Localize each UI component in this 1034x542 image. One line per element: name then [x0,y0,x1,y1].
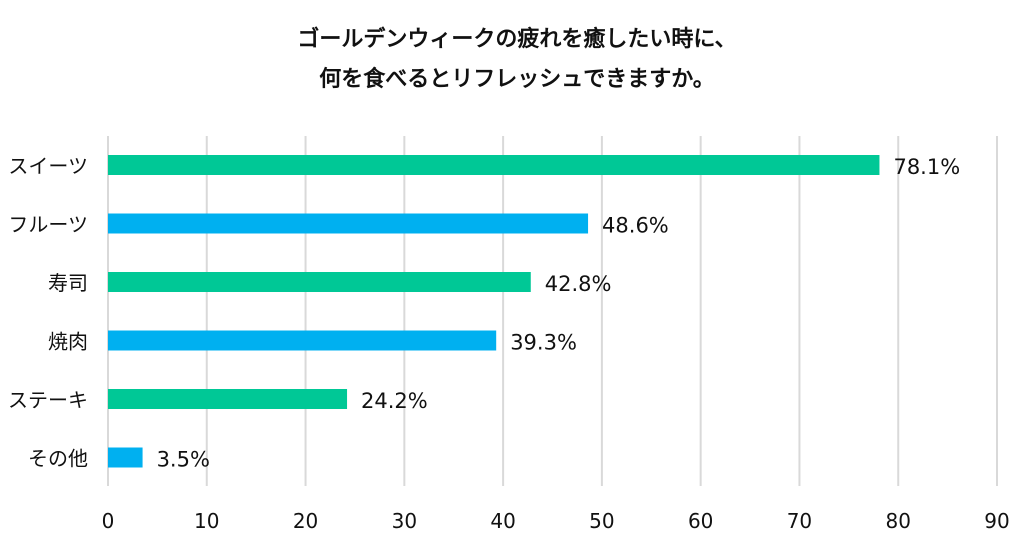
category-label: ステーキ [8,388,88,412]
data-label: 48.6% [602,214,669,238]
x-tick-label: 20 [293,509,318,533]
x-tick-label: 40 [490,509,515,533]
category-label: 寿司 [48,271,88,295]
chart-title-line-1: ゴールデンウィークの疲れを癒したい時に、 [297,27,737,52]
x-tick-label: 90 [984,509,1009,533]
x-tick-label: 60 [688,509,713,533]
x-tick-label: 80 [885,509,910,533]
data-label: 24.2% [361,389,428,413]
chart-title: ゴールデンウィークの疲れを癒したい時に、 何を食べるとリフレッシュできますか。 [0,20,1034,100]
x-tick-label: 70 [787,509,812,533]
x-tick-label: 0 [102,509,115,533]
category-label: 焼肉 [48,330,88,354]
bar [108,155,880,175]
bar [108,330,497,351]
bar [108,447,143,468]
x-tick-label: 50 [589,509,614,533]
bar [108,213,589,234]
x-tick-label: 30 [392,509,417,533]
bar [108,389,348,409]
data-label: 39.3% [510,331,577,355]
bar [108,272,531,292]
data-label: 3.5% [157,448,210,472]
chart-title-line-2: 何を食べるとリフレッシュできますか。 [319,67,715,92]
category-label: その他 [28,447,88,471]
data-label: 78.1% [893,155,960,179]
category-label: スイーツ [8,154,88,178]
x-tick-label: 10 [194,509,219,533]
data-label: 42.8% [545,272,612,296]
category-label: フルーツ [8,213,88,237]
